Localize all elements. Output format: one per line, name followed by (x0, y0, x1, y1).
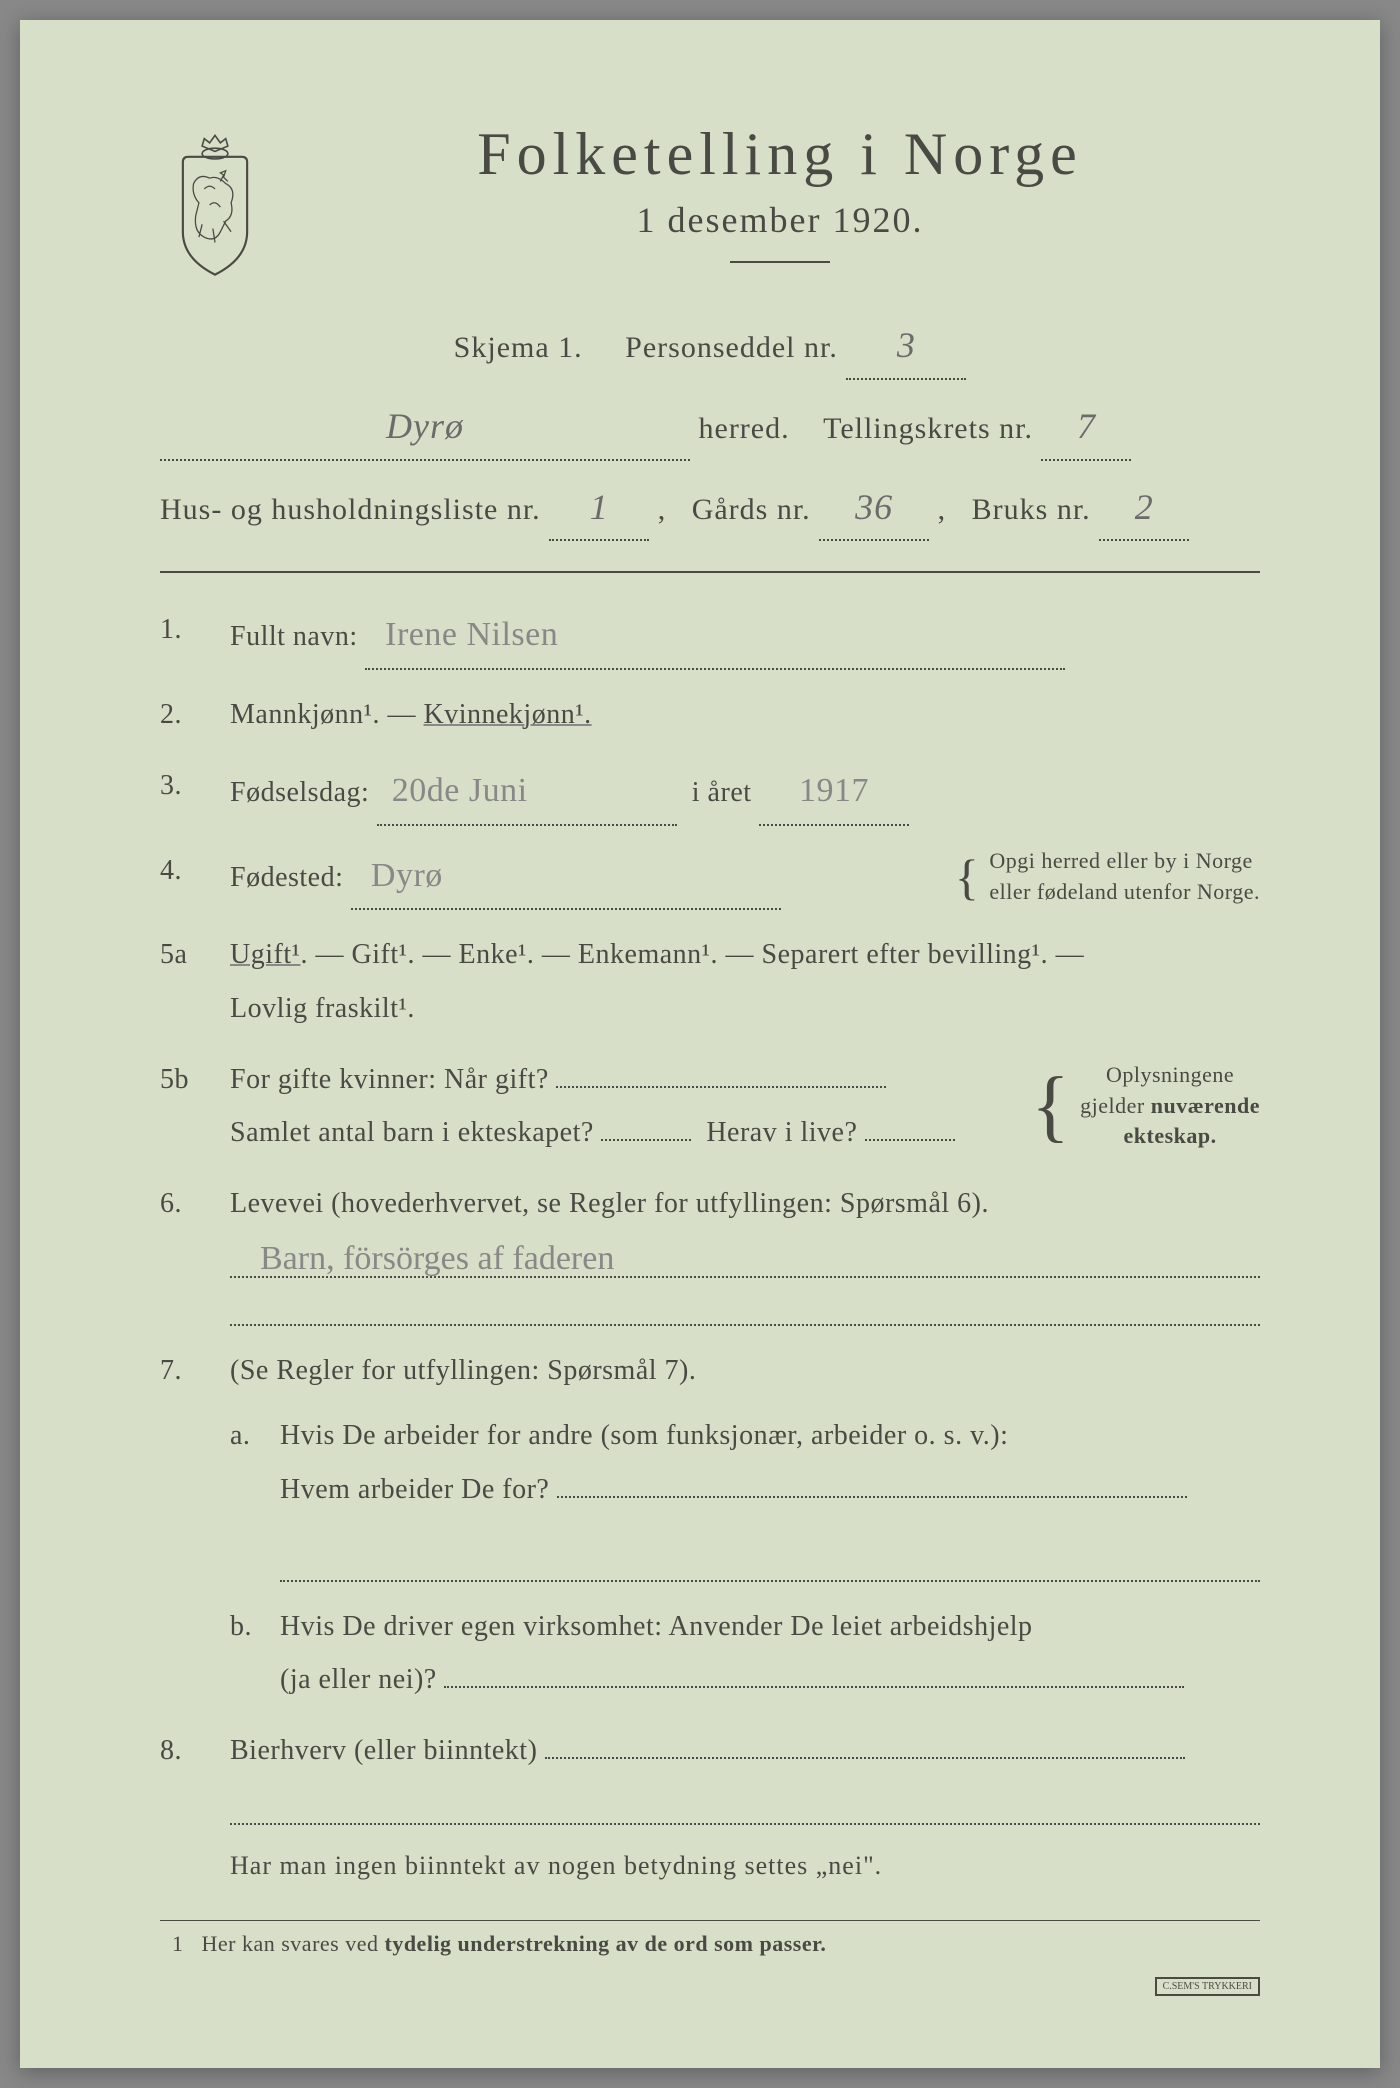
q3-num: 3. (160, 759, 230, 826)
q1-value: Irene Nilsen (365, 603, 1065, 670)
coat-of-arms-icon (160, 130, 270, 280)
q8-body: Bierhverv (eller biinntekt) (230, 1724, 1260, 1777)
q7b-num: b. (230, 1600, 280, 1706)
q5b-note-l2: gjelder nuværende (1080, 1091, 1260, 1122)
q8-row: 8. Bierhverv (eller biinntekt) (160, 1724, 1260, 1777)
q3-label: Fødselsdag: (230, 777, 369, 808)
q7a-l2: Hvem arbeider De for? (280, 1474, 549, 1505)
q4-value: Dyrø (351, 844, 781, 911)
hus-line: Hus- og husholdningsliste nr. 1 , Gårds … (160, 475, 1260, 542)
husliste-label: Hus- og husholdningsliste nr. (160, 493, 541, 526)
q2-row: 2. Mannkjønn¹. — Kvinnekjønn¹. (160, 688, 1260, 741)
q7-row: 7. (Se Regler for utfyllingen: Spørsmål … (160, 1344, 1260, 1534)
q6-blank-line (230, 1296, 1260, 1326)
q4-num: 4. (160, 844, 230, 911)
q4-note-l2: eller fødeland utenfor Norge. (989, 877, 1260, 908)
q5b-num: 5b (160, 1053, 230, 1159)
subtitle-date: 1 desember 1920. (300, 199, 1260, 241)
brace-icon: { (955, 865, 980, 890)
herred-label: herred. (699, 412, 790, 445)
q4-label: Fødested: (230, 862, 343, 893)
q3-day: 20de Juni (377, 759, 677, 826)
footnote-num: 1 (172, 1931, 184, 1956)
herred-line: Dyrø herred. Tellingskrets nr. 7 (160, 394, 1260, 461)
brace-icon: { (1031, 1086, 1070, 1126)
q2-sep: — (388, 699, 424, 730)
q1-label: Fullt navn: (230, 621, 358, 652)
q3-year: 1917 (759, 759, 909, 826)
skjema-label: Skjema 1. (454, 331, 583, 364)
q2-kvinne: Kvinnekjønn¹. (424, 699, 592, 730)
q4-note-l1: Opgi herred eller by i Norge (989, 846, 1260, 877)
tellingskrets-value: 7 (1041, 394, 1131, 461)
q5b-note: Oplysningene gjelder nuværende ekteskap. (1080, 1060, 1260, 1152)
census-form-page: Folketelling i Norge 1 desember 1920. Sk… (20, 20, 1380, 2068)
bruks-label: Bruks nr. (972, 493, 1091, 526)
q1-row: 1. Fullt navn: Irene Nilsen (160, 603, 1260, 670)
title-divider (730, 261, 830, 263)
q5a-line2: Lovlig fraskilt¹. (230, 982, 1260, 1035)
q2-body: Mannkjønn¹. — Kvinnekjønn¹. (230, 688, 1260, 741)
q6-answer-line: Barn, försörges af faderen (230, 1248, 1260, 1278)
gards-value: 36 (819, 475, 929, 542)
q7a-l1: Hvis De arbeider for andre (som funksjon… (280, 1409, 1260, 1462)
q7b-l2: (ja eller nei)? (280, 1664, 437, 1695)
personseddel-value: 3 (846, 313, 966, 380)
q8-blank-line (230, 1795, 1260, 1825)
tellingskrets-label: Tellingskrets nr. (823, 412, 1033, 445)
personseddel-label: Personseddel nr. (625, 331, 838, 364)
separator-line (160, 571, 1260, 573)
q7-label: (Se Regler for utfyllingen: Spørsmål 7). (230, 1344, 1260, 1397)
q5b-l2a: Samlet antal barn i ekteskapet? (230, 1117, 594, 1148)
printer-mark: C.SEM'S TRYKKERI (1155, 1977, 1260, 1996)
herred-value: Dyrø (160, 394, 690, 461)
q8-num: 8. (160, 1724, 230, 1777)
skjema-line: Skjema 1. Personseddel nr. 3 (160, 313, 1260, 380)
gards-label: Gårds nr. (692, 493, 811, 526)
title-block: Folketelling i Norge 1 desember 1920. (300, 120, 1260, 293)
q7b-row: b. Hvis De driver egen virksomhet: Anven… (230, 1600, 1260, 1706)
q8-label: Bierhverv (eller biinntekt) (230, 1735, 537, 1766)
q2-mann: Mannkjønn¹. (230, 699, 380, 730)
q2-num: 2. (160, 688, 230, 741)
q7a-blank-line (280, 1552, 1260, 1582)
header-row: Folketelling i Norge 1 desember 1920. (160, 120, 1260, 293)
q6-label: Levevei (hovederhvervet, se Regler for u… (230, 1188, 989, 1219)
q5b-body: For gifte kvinner: Når gift? Samlet anta… (230, 1053, 1260, 1159)
q7-num: 7. (160, 1344, 230, 1534)
q5b-row: 5b For gifte kvinner: Når gift? Samlet a… (160, 1053, 1260, 1159)
q5b-note-l3: ekteskap. (1080, 1121, 1260, 1152)
footnote: 1 Her kan svares ved tydelig understrekn… (160, 1920, 1260, 1957)
bruks-value: 2 (1099, 475, 1189, 542)
q6-num: 6. (160, 1177, 230, 1230)
q5a-num: 5a (160, 928, 230, 1034)
husliste-value: 1 (549, 475, 649, 542)
q5b-l1a: For gifte kvinner: Når gift? (230, 1064, 549, 1095)
q1-body: Fullt navn: Irene Nilsen (230, 603, 1260, 670)
q3-body: Fødselsdag: 20de Juni i året 1917 (230, 759, 1260, 826)
q7-body: (Se Regler for utfyllingen: Spørsmål 7).… (230, 1344, 1260, 1534)
q5a-body: Ugift¹. — Gift¹. — Enke¹. — Enkemann¹. —… (230, 928, 1260, 1034)
q7a-num: a. (230, 1409, 280, 1515)
q4-row: 4. Fødested: Dyrø { Opgi herred eller by… (160, 844, 1260, 911)
q8-note: Har man ingen biinntekt av nogen betydni… (230, 1843, 1260, 1890)
q3-mid: i året (692, 777, 752, 808)
q6-row: 6. Levevei (hovederhvervet, se Regler fo… (160, 1177, 1260, 1230)
q4-note: Opgi herred eller by i Norge eller fødel… (989, 846, 1260, 908)
q5a-row: 5a Ugift¹. — Gift¹. — Enke¹. — Enkemann¹… (160, 928, 1260, 1034)
main-title: Folketelling i Norge (300, 120, 1260, 189)
q5b-l2b: Herav i live? (706, 1117, 857, 1148)
q7b-l1: Hvis De driver egen virksomhet: Anvender… (280, 1600, 1260, 1653)
q3-row: 3. Fødselsdag: 20de Juni i året 1917 (160, 759, 1260, 826)
q6-value: Barn, försörges af faderen (260, 1240, 614, 1278)
q4-body: Fødested: Dyrø { Opgi herred eller by i … (230, 844, 1260, 911)
q5b-note-l1: Oplysningene (1080, 1060, 1260, 1091)
q6-body: Levevei (hovederhvervet, se Regler for u… (230, 1177, 1260, 1230)
q1-num: 1. (160, 603, 230, 670)
